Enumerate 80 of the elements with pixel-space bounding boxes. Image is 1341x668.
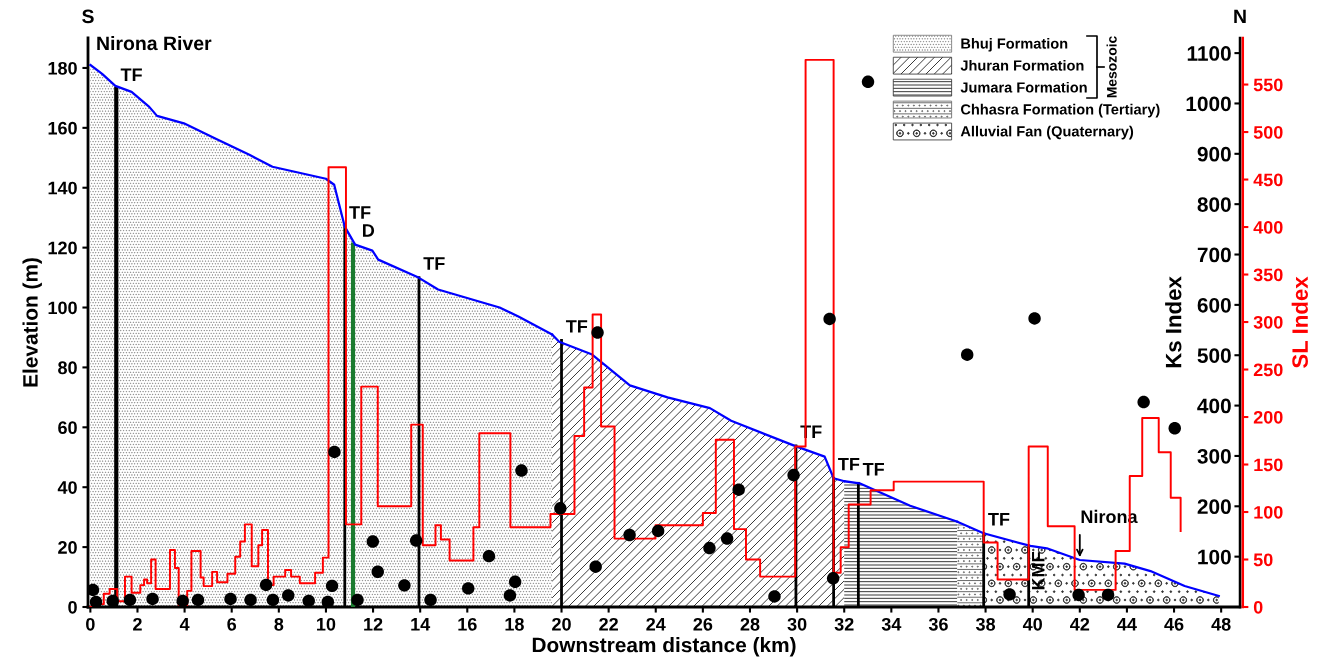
y-tick-label: 40 [57, 481, 77, 494]
x-tick-label: 30 [787, 617, 807, 631]
y3-tick-label: 500 [1253, 125, 1283, 139]
y2-tick-label: 600 [1197, 297, 1231, 313]
x-tick-label: 22 [599, 617, 618, 631]
annotation: D [363, 224, 375, 237]
y2-tick-label: 400 [1197, 398, 1231, 414]
x-tick-label: 48 [1211, 617, 1231, 631]
x-tick-label: 32 [834, 617, 854, 631]
x-axis-title: Downstream distance (km) [532, 637, 796, 657]
y3-tick-label: 0 [1253, 600, 1263, 614]
x-tick-label: 12 [364, 617, 383, 631]
y2-tick-label: 700 [1197, 247, 1231, 263]
y3-tick-label: 350 [1253, 268, 1283, 282]
y-tick-label: 0 [68, 600, 77, 614]
annotation: TF [862, 462, 884, 476]
legend-label: Alluvial Fan (Quaternary) [960, 125, 1134, 140]
x-tick-label: 4 [179, 618, 190, 631]
y2-tick-label: 200 [1197, 499, 1231, 515]
annotation: TF [838, 457, 860, 471]
legend-label: Jumara Formation [960, 81, 1087, 93]
x-tick-label: 18 [505, 617, 524, 631]
y2-axis-title: Ks Index [1165, 276, 1182, 368]
y2-tick-label: 100 [1198, 549, 1231, 565]
y-tick-label: 180 [48, 61, 77, 75]
y-tick-label: 140 [48, 181, 77, 195]
annotation: Mesozoic [1106, 36, 1117, 98]
y-tick-label: 20 [58, 541, 77, 554]
annotation: KMF [1032, 552, 1045, 590]
x-tick-label: 0 [86, 617, 95, 631]
annotation: TF [120, 68, 142, 81]
x-tick-label: 36 [928, 617, 948, 631]
x-tick-label: 46 [1164, 617, 1184, 631]
y-tick-label: 60 [58, 421, 77, 435]
x-tick-label: 20 [552, 617, 571, 631]
x-tick-label: 28 [740, 617, 760, 631]
annotation: TF [988, 512, 1010, 526]
legend-label: Bhuj Formation [961, 37, 1068, 52]
y2-tick-label: 500 [1197, 348, 1231, 363]
x-tick-label: 14 [411, 618, 431, 631]
annotation: TF [423, 257, 445, 270]
legend-label: Chhasra Formation (Tertiary) [960, 103, 1160, 118]
text: N [1234, 9, 1246, 24]
annotation: Nirona River [97, 35, 212, 51]
x-tick-label: 26 [693, 617, 713, 631]
y3-tick-label: 400 [1253, 220, 1283, 234]
y2-tick-label: 300 [1197, 448, 1231, 464]
x-tick-label: 24 [646, 617, 666, 631]
annotation: TF [565, 320, 588, 333]
y-axis-title: Elevation (m) [22, 258, 42, 387]
x-tick-label: 40 [1022, 617, 1042, 631]
y-tick-label: 160 [48, 121, 77, 135]
y3-axis-title: SL Index [1291, 276, 1308, 368]
x-tick-label: 44 [1117, 618, 1137, 631]
y3-tick-label: 200 [1253, 410, 1283, 424]
x-tick-label: 8 [274, 617, 284, 631]
y2-tick-label: 1000 [1186, 96, 1231, 112]
x-tick-label: 38 [975, 617, 996, 631]
y3-tick-label: 250 [1253, 363, 1283, 377]
y-tick-label: 100 [48, 301, 77, 315]
y-tick-label: 120 [48, 241, 77, 255]
y3-tick-label: 550 [1253, 78, 1283, 92]
x-tick-label: 42 [1070, 617, 1090, 631]
legend-label: Jhuran Formation [960, 59, 1084, 71]
text: S [82, 9, 94, 24]
y2-tick-label: 1100 [1187, 46, 1231, 61]
y2-tick-label: 800 [1197, 197, 1231, 212]
y3-tick-label: 300 [1253, 315, 1283, 329]
y2-tick-label: 900 [1197, 146, 1231, 162]
x-tick-label: 6 [227, 617, 237, 631]
y-tick-label: 80 [58, 361, 77, 375]
x-tick-label: 2 [133, 617, 142, 631]
y3-tick-label: 150 [1254, 458, 1283, 472]
x-tick-label: 10 [317, 617, 336, 631]
y3-tick-label: 50 [1253, 553, 1273, 567]
x-tick-label: 34 [881, 617, 902, 631]
annotation: TF [349, 206, 371, 219]
y3-tick-label: 100 [1254, 505, 1283, 519]
x-tick-label: 16 [458, 617, 477, 631]
y3-tick-label: 450 [1253, 173, 1283, 187]
